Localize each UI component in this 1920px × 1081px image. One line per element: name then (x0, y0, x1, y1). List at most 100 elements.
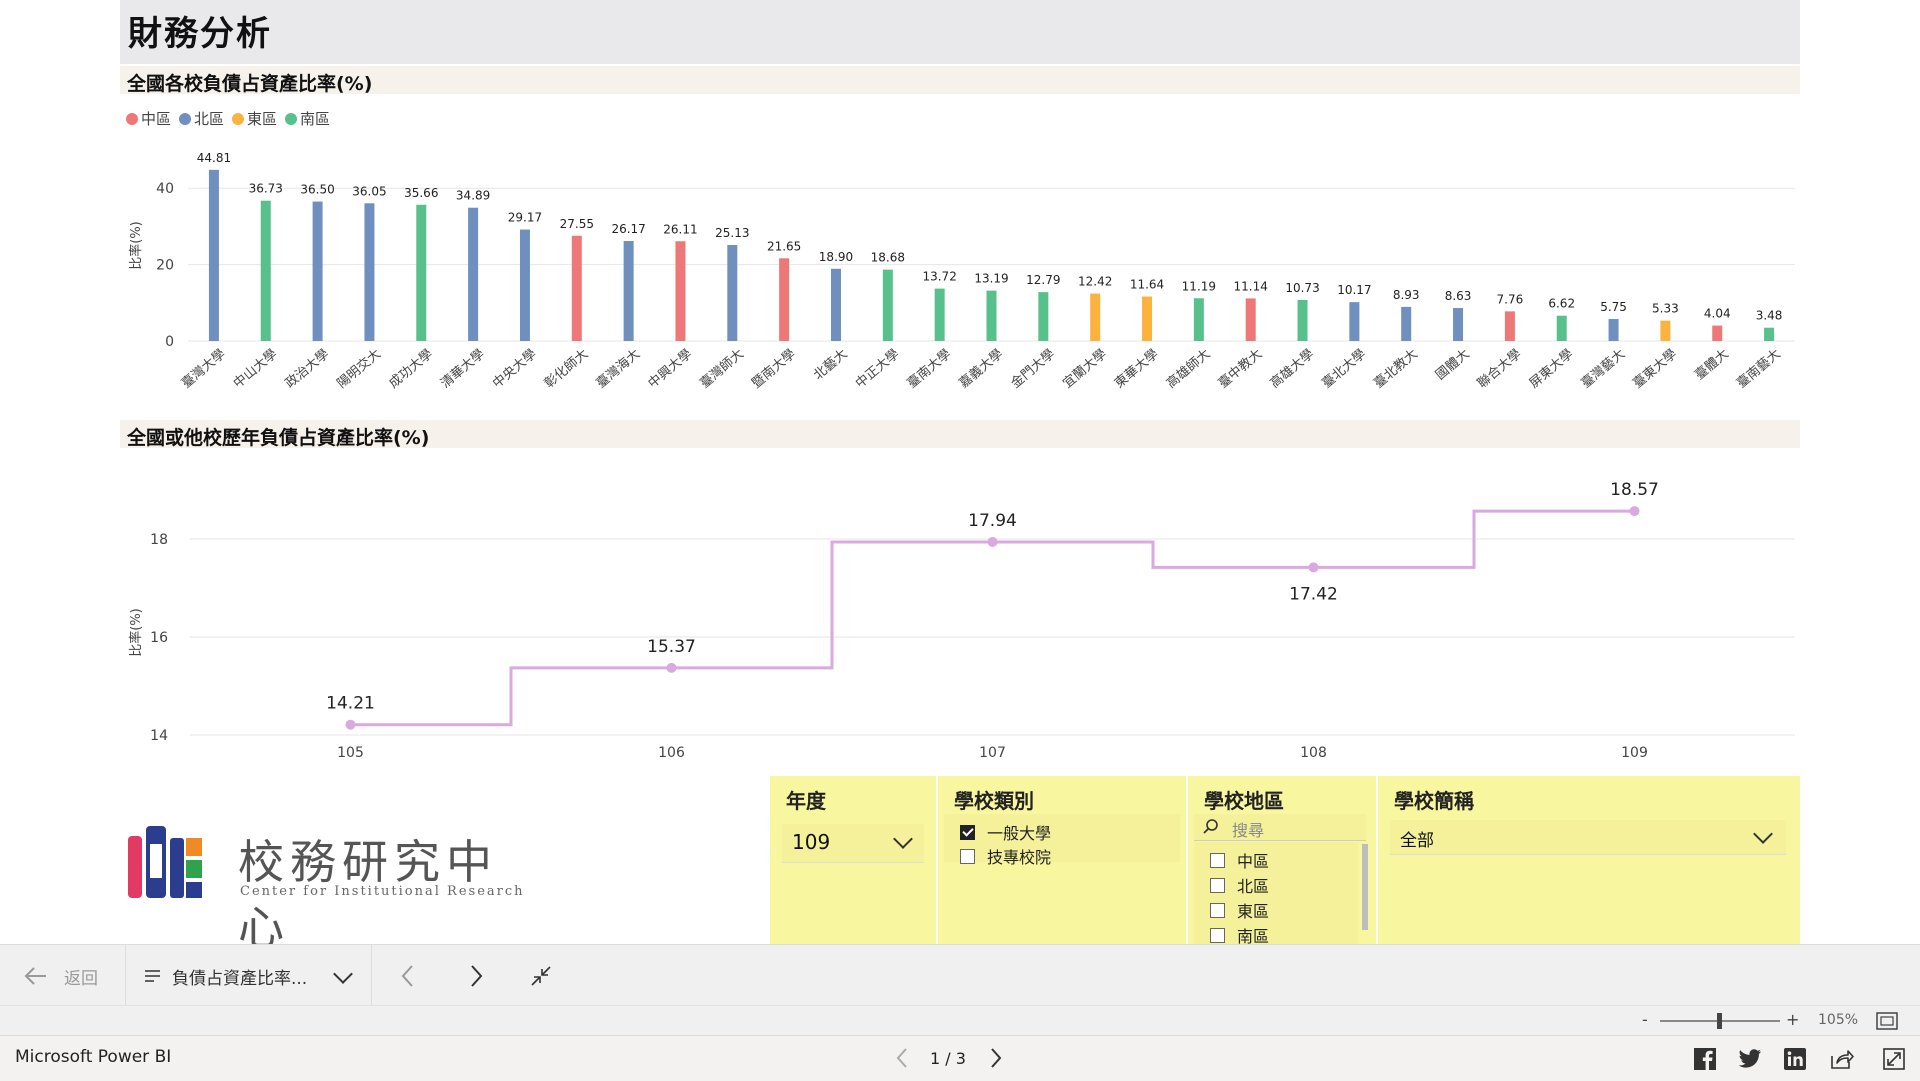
legend-item-central[interactable]: 中區 (126, 108, 171, 129)
bar-chart[interactable]: 0 20 40 比率(%) 臺灣大學 中山大學 政治大學 陽明交大 成功大學 清華大學 中央大學 彰化… (120, 130, 1800, 420)
region-option[interactable]: 東區 (1210, 898, 1269, 922)
x-tick-label: 嘉義大學 (956, 346, 1006, 392)
checkbox[interactable] (960, 848, 975, 864)
checkbox[interactable] (1210, 852, 1225, 868)
exit-fullscreen-icon[interactable] (530, 965, 552, 987)
checkbox[interactable] (1210, 877, 1225, 893)
footer-previous-page-icon[interactable] (894, 1047, 910, 1069)
point-data-label: 17.42 (1289, 584, 1338, 604)
school-type-option-label: 技專校院 (987, 848, 1052, 867)
bar-data-label: 18.90 (819, 250, 853, 264)
x-tick-label: 中央大學 (490, 347, 539, 392)
school-name-dropdown[interactable]: 全部 (1390, 820, 1786, 855)
y-tick-label: 14 (150, 728, 168, 744)
checkbox-checked[interactable] (960, 824, 975, 840)
powerbi-brand[interactable]: Microsoft Power BI (15, 1047, 172, 1067)
region-option[interactable]: 北區 (1210, 873, 1269, 897)
x-tick-label: 臺南藝大 (1734, 346, 1784, 392)
share-icon[interactable] (1830, 1048, 1854, 1070)
region-option[interactable]: 南區 (1210, 923, 1269, 944)
x-tick-label: 臺體大 (1692, 347, 1732, 384)
previous-page-icon[interactable] (398, 964, 418, 988)
bar (1038, 292, 1049, 341)
slicer-school-region: 學校地區 搜尋 中區 北區 東區 南區 (1188, 776, 1376, 944)
bar-data-label: 12.79 (1026, 273, 1060, 287)
x-tick-label: 屏東大學 (1526, 346, 1576, 392)
page-selector[interactable]: 負債占資產比率... (144, 961, 356, 991)
x-tick-label: 成功大學 (386, 347, 435, 392)
region-option[interactable]: 中區 (1210, 848, 1269, 872)
y-tick-label: 40 (156, 181, 174, 197)
legend-dot-south (285, 112, 298, 125)
point-data-label: 15.37 (647, 637, 696, 657)
bar-data-label: 35.66 (404, 186, 438, 200)
bar (1608, 319, 1619, 341)
footer-next-page-icon[interactable] (988, 1047, 1004, 1069)
data-point (987, 536, 998, 547)
y-tick-label: 20 (156, 258, 174, 274)
nav-divider (371, 945, 372, 1006)
legend-item-east[interactable]: 東區 (232, 108, 277, 129)
x-tick-label: 臺南大學 (904, 346, 954, 392)
report-title: 財務分析 (128, 14, 272, 54)
slicer-school-region-title: 學校地區 (1204, 789, 1284, 813)
checkbox[interactable] (1210, 902, 1225, 918)
slicer-school-type-title: 學校類別 (954, 789, 1034, 813)
legend-label-north: 北區 (194, 110, 225, 128)
twitter-icon[interactable] (1738, 1049, 1762, 1069)
line-chart[interactable]: 14 16 18 比率(%) 105 106 107 108 109 14.21 15.37 17.9… (120, 450, 1800, 770)
school-type-list: 一般大學 技專校院 (944, 814, 1180, 867)
x-tick-label: 109 (1621, 745, 1648, 761)
x-tick-label: 清華大學 (438, 347, 487, 392)
legend-item-north[interactable]: 北區 (179, 108, 224, 129)
bar-data-label: 36.50 (300, 183, 334, 197)
fullscreen-icon[interactable] (1883, 1048, 1905, 1070)
y-tick-label: 16 (150, 630, 168, 646)
bar-data-label: 13.72 (922, 270, 956, 284)
school-type-option[interactable]: 技專校院 (960, 844, 1051, 868)
legend-item-south[interactable]: 南區 (285, 108, 330, 129)
x-tick-label: 宜蘭大學 (1060, 346, 1110, 392)
region-search-box[interactable]: 搜尋 (1194, 814, 1366, 841)
checkbox[interactable] (1210, 927, 1225, 943)
bar (1504, 311, 1515, 341)
year-dropdown[interactable]: 109 (782, 824, 924, 863)
school-type-option[interactable]: 一般大學 (960, 820, 1051, 844)
legend-dot-central (126, 112, 138, 125)
x-tick-label: 臺北大學 (1319, 347, 1368, 392)
bar-data-label: 36.73 (249, 182, 283, 196)
zoom-slider-thumb[interactable] (1717, 1013, 1722, 1029)
bar-data-label: 11.64 (1130, 278, 1164, 292)
bar-data-label: 10.17 (1337, 283, 1371, 297)
bar (260, 200, 271, 341)
zoom-out-button[interactable]: - (1642, 1010, 1648, 1029)
bar-chart-legend: 中區 北區 東區 南區 (126, 108, 330, 129)
x-tick-label: 東華大學 (1111, 346, 1161, 392)
bar-data-label: 44.81 (197, 151, 231, 165)
nav-divider (125, 945, 126, 1006)
y-tick-label: 18 (150, 532, 168, 548)
region-list-scrollbar[interactable] (1362, 844, 1368, 930)
x-tick-label: 暨南大學 (749, 346, 799, 392)
x-tick-label: 臺中教大 (1215, 346, 1265, 392)
bar-data-label: 36.05 (352, 184, 386, 198)
legend-label-south: 南區 (300, 110, 331, 128)
logo: 校務研究中心 Center for Institutional Research (126, 822, 546, 955)
bar-data-label: 26.17 (611, 222, 645, 236)
x-tick-label: 108 (1300, 745, 1327, 761)
region-option-label: 中區 (1237, 852, 1270, 871)
back-button[interactable]: 返回 (24, 961, 98, 991)
bar (1349, 302, 1360, 341)
school-name-dropdown-value: 全部 (1400, 831, 1434, 851)
line-chart-header: 全國或他校歷年負債占資產比率(%) (120, 420, 1800, 449)
facebook-icon[interactable] (1694, 1048, 1716, 1070)
zoom-in-button[interactable]: + (1786, 1010, 1800, 1029)
y-tick-label: 0 (165, 334, 174, 350)
logo-subtitle: Center for Institutional Research (240, 884, 525, 899)
linkedin-icon[interactable] (1784, 1048, 1806, 1070)
slicer-year-title: 年度 (786, 789, 826, 813)
fit-to-page-icon[interactable] (1876, 1012, 1898, 1030)
bar (364, 203, 375, 341)
next-page-icon[interactable] (466, 964, 486, 988)
x-tick-label: 臺東大學 (1630, 346, 1680, 392)
